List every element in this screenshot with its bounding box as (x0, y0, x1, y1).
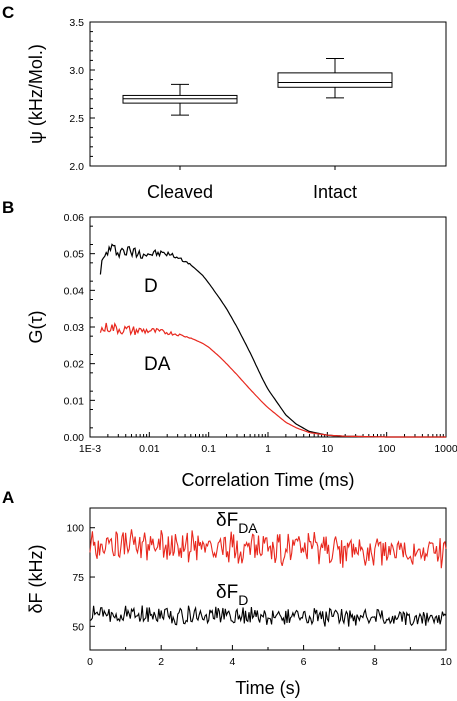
panel-b-xtick-label: 100 (378, 443, 396, 455)
panel-a-ytick-label: 75 (72, 572, 84, 584)
panel-b-xtick-label: 1E-3 (79, 443, 101, 455)
panel-b-ytick-label: 0.01 (64, 395, 85, 407)
panel-c-frame (89, 21, 447, 167)
panel-label-c: C (2, 3, 14, 22)
panel-a-xtick-label: 8 (372, 656, 378, 668)
panel-b-xtick-label: 1 (265, 443, 271, 455)
panel-b-xtick-label: 0.1 (201, 443, 216, 455)
panel-b-correlation: G(τ) Correlation Time (ms) D DA 1E-3 0.01… (26, 212, 457, 490)
panel-b-frame (89, 216, 447, 438)
panel-a-xtick-label: 6 (301, 656, 307, 668)
panel-a-ylabel: δF (kHz) (26, 544, 46, 613)
panel-label-a: A (2, 488, 14, 507)
panel-b-annotation-da: DA (144, 354, 171, 375)
panel-b-xtick-label: 10 (321, 443, 333, 455)
panel-b-ytick-label: 0.05 (64, 249, 85, 261)
panel-a-ytick-label: 50 (72, 621, 84, 633)
panel-b-ytick-label: 0.03 (64, 322, 85, 334)
panel-c-ytick-label: 3.0 (69, 65, 84, 77)
panel-a-xtick-label: 2 (158, 656, 164, 668)
panel-a-series-da (89, 529, 447, 569)
panel-c-ytick-label: 2.0 (69, 161, 84, 173)
panel-c-ytick-label: 3.5 (69, 17, 84, 29)
panel-a-frame (89, 507, 447, 651)
panel-a-annotation-d-main: δF (216, 582, 238, 603)
panel-a-annotation-d: δFD (216, 582, 248, 608)
panel-b-series-d (99, 243, 446, 438)
panel-b-xlabel: Correlation Time (ms) (181, 470, 354, 490)
panel-b-ylabel: G(τ) (26, 310, 46, 343)
panel-a-annotation-da-main: δF (216, 510, 238, 531)
panel-label-b: B (2, 198, 14, 217)
panel-c-ytick-label: 2.5 (69, 113, 84, 125)
panel-b-ytick-label: 0.06 (64, 212, 85, 224)
panel-c-boxplot: ψ (kHz/Mol.) 2.0 2.5 3.0 3.5 Cleaved Intact (26, 17, 447, 202)
panel-b-series-da (99, 321, 446, 438)
panel-c-category-label: Cleaved (147, 182, 213, 202)
panel-a-ytick-label: 100 (66, 523, 84, 535)
panel-b-xtick-label: 0.01 (139, 443, 160, 455)
panel-a-xtick-label: 4 (229, 656, 235, 668)
panel-b-annotation-d: D (144, 276, 158, 297)
panel-c-box (277, 72, 393, 88)
panel-b-xtick-label: 1000 (434, 443, 457, 455)
panel-b-ytick-label: 0.02 (64, 359, 85, 371)
panel-a-annotation-d-sub: D (238, 592, 248, 608)
panel-b-ytick-label: 0.04 (64, 285, 85, 297)
panel-a-xtick-label: 10 (440, 656, 452, 668)
panel-a-xlabel: Time (s) (235, 678, 300, 698)
panel-b-ytick-label: 0.00 (64, 432, 85, 444)
panel-a-series-d (89, 605, 447, 627)
panel-a-xtick-label: 0 (87, 656, 93, 668)
panel-c-category-label: Intact (313, 182, 357, 202)
panel-a-timetrace: δF (kHz) Time (s) δFDA δFD 0 2 4 6 8 10507510… (26, 507, 452, 698)
panel-a-annotation-da: δFDA (216, 510, 258, 536)
panel-c-ylabel: ψ (kHz/Mol.) (26, 44, 46, 144)
panel-a-annotation-da-sub: DA (238, 520, 258, 536)
